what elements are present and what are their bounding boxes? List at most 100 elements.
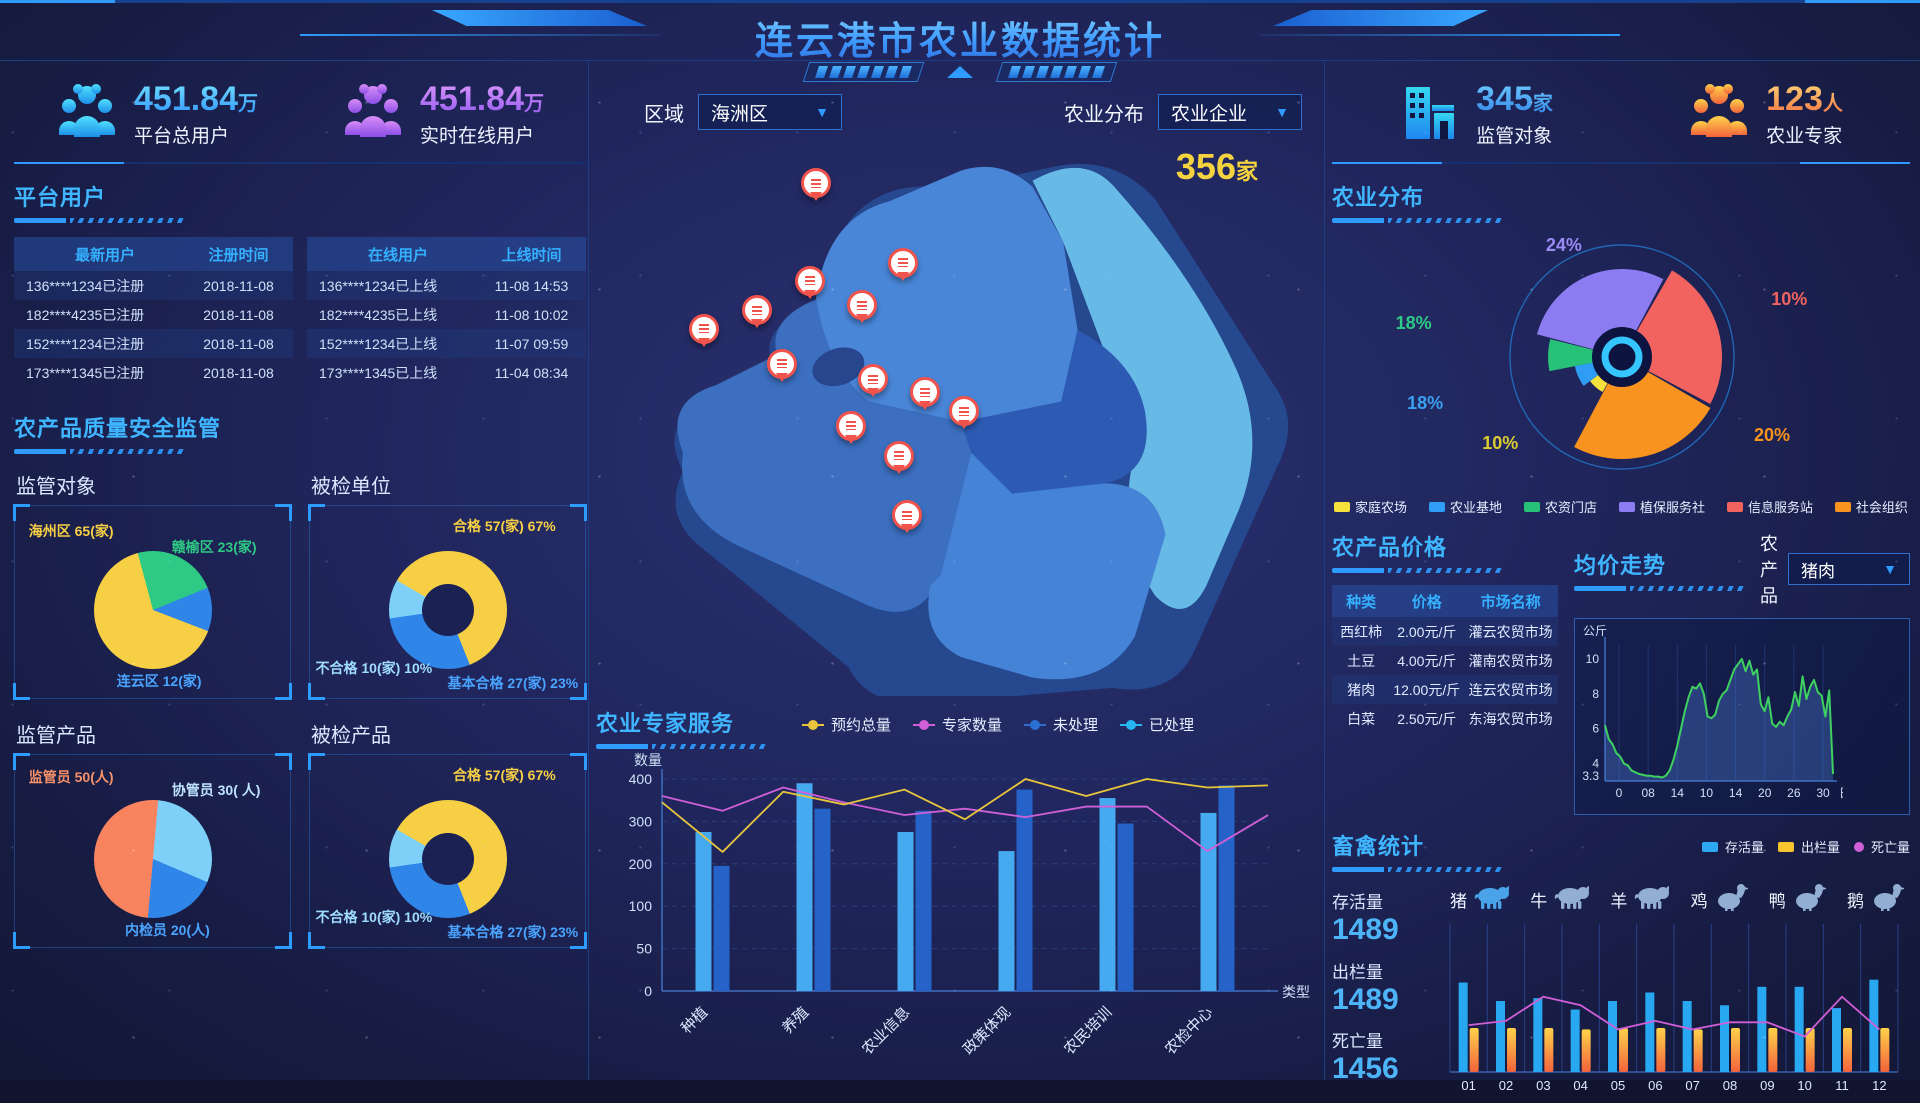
survive-bar[interactable] [1832, 1008, 1841, 1072]
region-dropdown[interactable]: 海洲区 ▼ [698, 94, 842, 130]
donut-chart[interactable] [388, 799, 507, 918]
processed-bar[interactable] [796, 783, 813, 991]
slaughter-bar[interactable] [1768, 1027, 1778, 1072]
survive-bar[interactable] [1533, 998, 1543, 1072]
animal-label: 猪 [1450, 891, 1467, 911]
rose-segment-农资门店[interactable] [1548, 339, 1622, 372]
legend-item-农业基地[interactable]: 农业基地 [1428, 497, 1502, 516]
unprocessed-bar[interactable] [1218, 785, 1235, 991]
quality-chart-监管产品: 监管产品 监管员 50(人) 协管员 30( 人) 内检员 20(人) [13, 713, 292, 949]
district-west[interactable] [677, 299, 972, 612]
slaughter-bar[interactable] [1544, 1027, 1554, 1072]
unprocessed-bar[interactable] [814, 808, 831, 991]
map-pin-6[interactable] [688, 313, 719, 344]
processed-bar[interactable] [695, 832, 712, 991]
animal-tab-goose[interactable]: 鹅 [1847, 883, 1906, 916]
district-coastal[interactable] [1032, 167, 1253, 609]
corner-bracket [308, 753, 325, 770]
map-pin-3[interactable] [794, 265, 825, 296]
slaughter-bar[interactable] [1507, 1027, 1516, 1072]
map-pin-10[interactable] [949, 396, 980, 427]
table-row: 182****4235已上线 11-08 10:02 [319, 306, 569, 323]
legend-item-农资门店[interactable]: 农资门店 [1523, 497, 1597, 516]
legend-item-家庭农场[interactable]: 家庭农场 [1334, 497, 1407, 516]
slaughter-bar[interactable] [1619, 1027, 1628, 1072]
survive-bar[interactable] [1570, 1009, 1580, 1072]
map-pin-11[interactable] [835, 410, 866, 441]
legend-item-死亡量[interactable]: 死亡量 [1853, 837, 1910, 856]
rose-segment-社会组织[interactable] [1574, 357, 1711, 459]
district-middle[interactable] [961, 330, 1147, 494]
slaughter-bar[interactable] [1805, 1027, 1815, 1072]
survive-bar[interactable] [1496, 1001, 1505, 1072]
district-north[interactable] [815, 166, 1078, 423]
legend-item-信息服务站[interactable]: 信息服务站 [1726, 497, 1813, 516]
survive-bar[interactable] [1720, 1005, 1729, 1072]
survive-bar[interactable] [1794, 986, 1804, 1072]
survive-bar[interactable] [1869, 979, 1879, 1072]
map-pin-9[interactable] [910, 377, 941, 408]
processed-bar[interactable] [1099, 798, 1116, 991]
slaughter-bar[interactable] [1469, 1027, 1479, 1072]
legend-item-植保服务社[interactable]: 植保服务社 [1618, 497, 1705, 516]
legend-label: 出栏量 [1800, 840, 1840, 855]
animal-tab-duck[interactable]: 鸭 [1769, 883, 1828, 916]
map-pin-1[interactable] [800, 168, 831, 199]
legend-item-出栏量[interactable]: 出栏量 [1777, 837, 1840, 856]
slaughter-bar[interactable] [1656, 1027, 1666, 1072]
unprocessed-bar[interactable] [1117, 823, 1134, 991]
slaughter-bar[interactable] [1880, 1027, 1890, 1072]
unprocessed-bar[interactable] [713, 865, 730, 991]
map-pin-8[interactable] [857, 364, 888, 395]
slice-label: 赣榆区 23(家) [171, 538, 257, 555]
legend-label: 预约总量 [831, 717, 892, 734]
table-header: 最新用户 注册时间 [14, 237, 293, 271]
rose-segment-信息服务站[interactable] [1622, 270, 1722, 404]
map-pin-13[interactable] [892, 500, 923, 531]
legend-item-预约总量[interactable]: 预约总量 [802, 714, 891, 735]
legend-item-未处理[interactable]: 未处理 [1024, 714, 1098, 735]
slaughter-bar[interactable] [1843, 1027, 1852, 1072]
map-pin-2[interactable] [887, 247, 918, 278]
legend-marker [802, 719, 824, 730]
animal-tab-pig[interactable]: 猪 [1450, 884, 1510, 915]
slaughter-bar[interactable] [1693, 1029, 1703, 1072]
pie-chart[interactable] [93, 550, 212, 669]
corner-bracket [13, 683, 30, 700]
legend-label: 死亡量 [1870, 840, 1910, 855]
survive-bar[interactable] [1757, 986, 1767, 1072]
processed-bar[interactable] [1200, 812, 1217, 991]
map-pin-12[interactable] [883, 440, 914, 471]
processed-bar[interactable] [998, 851, 1015, 991]
legend-item-已处理[interactable]: 已处理 [1120, 714, 1194, 735]
unprocessed-bar[interactable] [1016, 789, 1033, 991]
product-dropdown[interactable]: 猪肉 ▼ [1788, 553, 1910, 585]
district-south[interactable] [928, 452, 1166, 680]
animal-tab-cow[interactable]: 牛 [1530, 884, 1591, 915]
pie-chart[interactable] [93, 799, 212, 918]
map-pin-4[interactable] [846, 290, 877, 321]
processed-bar[interactable] [897, 832, 914, 991]
slaughter-bar[interactable] [1581, 1029, 1591, 1072]
region-label: 区域 [644, 103, 684, 126]
animal-tab-sheep[interactable]: 羊 [1610, 884, 1671, 915]
survive-bar[interactable] [1458, 982, 1468, 1072]
map-pin-5[interactable] [742, 295, 773, 326]
survive-bar[interactable] [1608, 1001, 1617, 1072]
legend-item-社会组织[interactable]: 社会组织 [1834, 497, 1908, 516]
animal-tab-chicken[interactable]: 鸡 [1691, 883, 1750, 916]
legend-item-专家数量[interactable]: 专家数量 [913, 714, 1002, 735]
donut-chart[interactable] [388, 550, 507, 669]
svg-text:10: 10 [1586, 652, 1600, 666]
distribution-dropdown[interactable]: 农业企业 ▼ [1158, 94, 1302, 130]
chart-title: 被检产品 [311, 725, 391, 747]
survive-bar[interactable] [1682, 1001, 1692, 1072]
slaughter-bar[interactable] [1731, 1027, 1740, 1072]
legend-item-存活量[interactable]: 存活量 [1701, 837, 1764, 856]
map-pin-7[interactable] [766, 348, 797, 379]
unprocessed-bar[interactable] [915, 810, 932, 991]
table-row: 白菜 2.50元/斤 东海农贸市场 [1347, 710, 1553, 727]
legend-marker [913, 719, 936, 730]
slice-label: 合格 57(家) 67% [453, 766, 556, 783]
survive-bar[interactable] [1645, 992, 1655, 1072]
